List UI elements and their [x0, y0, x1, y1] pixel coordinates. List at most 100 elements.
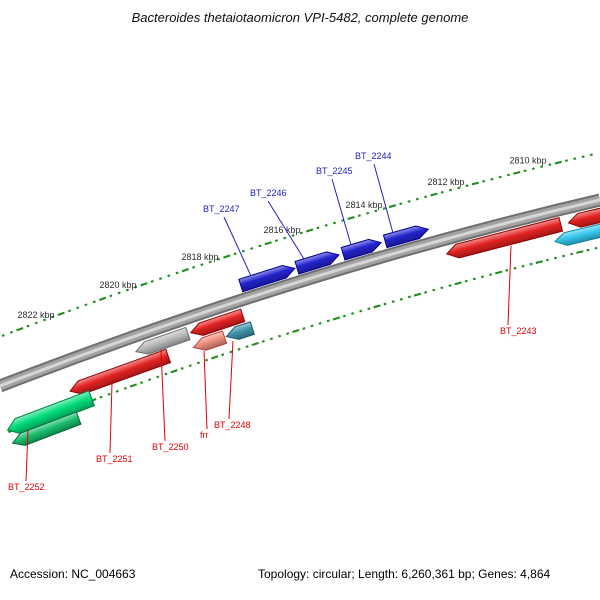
- gene-arrow-shape[interactable]: [134, 326, 191, 357]
- gene-label[interactable]: BT_2247: [203, 204, 240, 214]
- ruler-tick-outer: [150, 280, 154, 283]
- ruler-tick-inner: [318, 322, 322, 325]
- gene-arrow-shape[interactable]: [445, 216, 564, 261]
- gene-label[interactable]: frr: [200, 430, 209, 440]
- gene-label[interactable]: BT_2250: [152, 442, 189, 452]
- ruler-tick-inner: [399, 297, 403, 301]
- gene-frr[interactable]: [191, 330, 228, 354]
- ruler-tick-inner: [553, 256, 557, 260]
- ruler-tick-outer: [531, 167, 535, 171]
- ruler-tick-inner: [562, 254, 566, 258]
- gene-arrow-shape[interactable]: [294, 249, 341, 275]
- ruler-tick-outer: [407, 200, 411, 203]
- ruler-tick-outer: [34, 321, 38, 325]
- gene-label[interactable]: BT_2243: [500, 326, 537, 336]
- ruler-tick-outer: [43, 318, 47, 322]
- gene-arrow-shape[interactable]: [5, 390, 96, 438]
- ruler-tick-outer: [258, 244, 262, 248]
- ruler-tick-outer: [506, 173, 511, 177]
- gene-BT_2248[interactable]: [224, 321, 256, 343]
- gene-label[interactable]: BT_2252: [8, 482, 45, 492]
- ruler-tick-inner: [391, 300, 395, 303]
- ruler-tick-inner: [505, 269, 509, 272]
- gene-BT_2243[interactable]: [445, 216, 564, 261]
- ruler-tick-outer: [125, 288, 129, 292]
- ruler-tick-outer: [51, 315, 55, 319]
- gene-BT_2246[interactable]: [294, 249, 341, 275]
- ruler-tick-outer: [16, 326, 24, 332]
- ruler-tick-outer: [1, 334, 5, 337]
- ruler-tick-outer: [299, 231, 303, 235]
- ruler-tick-outer: [57, 311, 65, 316]
- gene-BT_2247[interactable]: [238, 262, 297, 293]
- gene-arrow-shape[interactable]: [567, 205, 600, 229]
- ruler-tick-outer: [67, 309, 72, 313]
- ruler-tick-inner: [278, 334, 282, 338]
- ruler-tick-outer: [357, 214, 361, 217]
- ruler-tick-outer: [233, 252, 237, 256]
- ruler-tick-inner: [245, 345, 249, 349]
- ruler-tick-inner: [188, 364, 192, 368]
- gene-arrow-shape[interactable]: [10, 411, 82, 449]
- ruler-tick-outer: [332, 221, 337, 225]
- ruler-tick-outer: [523, 169, 527, 173]
- ruler-tick-inner: [594, 246, 598, 250]
- label-pointer-line: [109, 382, 113, 454]
- ruler-label: 2820 kbp: [99, 280, 136, 290]
- ruler-tick-inner: [448, 284, 452, 287]
- ruler-tick-inner: [480, 275, 484, 279]
- ruler-tick-outer: [158, 277, 163, 280]
- ruler-tick-outer: [316, 226, 320, 230]
- ruler-tick-inner: [261, 339, 265, 343]
- ruler-tick-outer: [548, 163, 552, 166]
- ruler-tick-inner: [513, 266, 517, 270]
- ruler-tick-outer: [84, 303, 88, 307]
- gene-BT_2244[interactable]: [382, 223, 430, 249]
- gene-BT_2252[interactable]: [5, 390, 96, 438]
- ruler-label: 2814 kbp: [345, 200, 382, 210]
- ruler-tick-outer: [134, 285, 138, 289]
- ruler-tick-outer: [117, 291, 121, 295]
- ruler-tick-outer: [264, 241, 272, 246]
- ruler-tick-outer: [471, 181, 479, 186]
- gene-label[interactable]: BT_2251: [96, 454, 133, 464]
- gene-label[interactable]: BT_2248: [214, 420, 251, 430]
- gene-BT_2251[interactable]: [68, 348, 172, 397]
- backbone-highlight: [0, 198, 600, 388]
- ruler-tick-inner: [570, 252, 574, 256]
- gene-label[interactable]: BT_2244: [355, 151, 392, 161]
- ruler-tick-outer: [465, 184, 469, 188]
- label-pointer-line: [331, 178, 352, 246]
- ruler-tick-outer: [92, 300, 96, 304]
- gene-arrow[interactable]: [10, 411, 82, 449]
- gene-BT_2250[interactable]: [134, 326, 191, 357]
- gene-arrow-shape[interactable]: [189, 308, 246, 339]
- ruler-tick-inner: [269, 337, 274, 341]
- label-pointer-line: [507, 245, 512, 326]
- ruler-tick-outer: [498, 175, 502, 179]
- gene-arrow-shape[interactable]: [68, 348, 172, 397]
- ruler-tick-inner: [351, 312, 355, 315]
- ruler-tick-outer: [589, 153, 593, 157]
- ruler-tick-inner: [367, 307, 371, 311]
- ruler-tick-outer: [305, 228, 314, 233]
- ruler-tick-inner: [221, 353, 225, 357]
- gene-label[interactable]: BT_2246: [250, 188, 287, 198]
- label-pointer-line: [25, 429, 29, 482]
- ruler-tick-inner: [424, 290, 428, 294]
- gene-label[interactable]: BT_2245: [316, 166, 353, 176]
- gene-arrow[interactable]: [567, 205, 600, 229]
- gene-arrow-shape[interactable]: [382, 223, 430, 249]
- ruler-tick-inner: [139, 381, 144, 385]
- ruler-tick-inner: [545, 258, 549, 262]
- ruler-tick-outer: [540, 165, 544, 169]
- ruler-tick-outer: [366, 211, 370, 215]
- ruler-tick-outer: [513, 170, 521, 175]
- gene-arrow[interactable]: [189, 308, 246, 339]
- gene-arrow-shape[interactable]: [224, 321, 256, 343]
- ruler-tick-outer: [448, 188, 452, 192]
- gene-arrow-shape[interactable]: [191, 330, 228, 354]
- ruler-tick-outer: [250, 247, 254, 250]
- genome-title: Bacteroides thetaiotaomicron VPI-5482, c…: [131, 10, 469, 25]
- gene-arrow-shape[interactable]: [238, 262, 297, 293]
